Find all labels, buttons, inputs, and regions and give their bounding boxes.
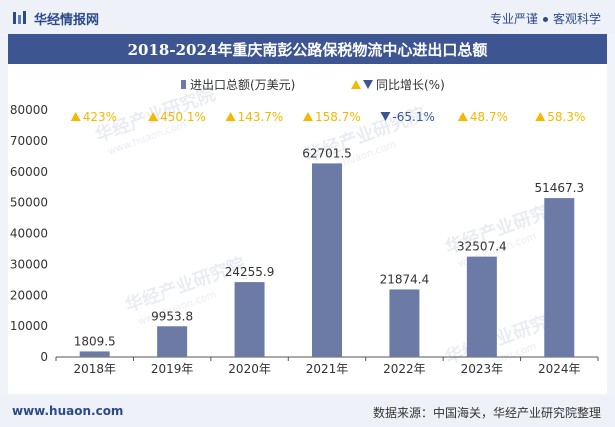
legend-growth-label: 同比增长(%) xyxy=(376,78,445,92)
x-tick-label: 2024年 xyxy=(538,362,581,376)
chart-panel: 华经产业研究院 www.huaon.com 华经产业研究院 www.huaon.com… xyxy=(8,64,607,394)
growth-value-label: 143.7% xyxy=(238,110,284,124)
tagline-right: 客观科学 xyxy=(552,12,601,26)
x-tick-label: 2019年 xyxy=(151,362,194,376)
bar xyxy=(544,198,575,357)
footer-source: 数据来源：中国海关，华经产业研究院整理 xyxy=(372,406,601,420)
bar-value-label: 32507.4 xyxy=(457,240,507,254)
y-tick-label: 60000 xyxy=(10,165,48,179)
logo-icon xyxy=(13,11,26,24)
bar xyxy=(234,282,265,357)
footer-url: www.huaon.com xyxy=(12,404,124,418)
bar xyxy=(466,256,497,357)
bar-value-label: 51467.3 xyxy=(534,181,584,195)
growth-up-triangle-icon xyxy=(148,112,159,121)
growth-value-label: 58.3% xyxy=(547,110,585,124)
growth-up-triangle-icon xyxy=(457,112,468,121)
separator-dot-icon xyxy=(542,17,548,22)
bar-value-label: 1809.5 xyxy=(74,334,116,348)
growth-up-triangle-icon xyxy=(303,112,313,121)
growth-value-label: 423% xyxy=(83,110,117,124)
y-tick-label: 50000 xyxy=(10,196,48,210)
bar xyxy=(79,351,110,357)
footer: www.huaon.com 数据来源：中国海关，华经产业研究院整理 xyxy=(0,396,615,427)
growth-up-triangle-icon xyxy=(535,112,546,121)
x-tick-label: 2018年 xyxy=(73,362,116,376)
bar-value-label: 21874.4 xyxy=(380,272,430,286)
y-tick-label: 30000 xyxy=(10,257,48,271)
legend-up-triangle-icon xyxy=(351,80,361,89)
y-tick-label: 20000 xyxy=(10,288,48,302)
x-tick-label: 2022年 xyxy=(383,362,426,376)
growth-down-triangle-icon xyxy=(380,112,391,121)
x-tick-label: 2023年 xyxy=(461,362,504,376)
bar-value-label: 9953.8 xyxy=(151,309,193,323)
bar xyxy=(389,289,420,357)
y-tick-label: 0 xyxy=(40,350,48,364)
tagline-left: 专业严谨 xyxy=(489,12,538,26)
y-tick-label: 40000 xyxy=(10,227,48,241)
y-tick-label: 10000 xyxy=(10,319,48,333)
brand: 华经情报网 xyxy=(12,9,100,28)
growth-value-label: 158.7% xyxy=(315,110,361,124)
growth-up-triangle-icon xyxy=(70,112,81,121)
y-tick-label: 80000 xyxy=(10,103,48,117)
legend-down-triangle-icon xyxy=(363,80,373,89)
growth-value-label: 450.1% xyxy=(160,110,206,124)
growth-up-triangle-icon xyxy=(225,112,236,121)
top-bar: 华经情报网 专业严谨 客观科学 xyxy=(0,0,615,34)
growth-value-label: -65.1% xyxy=(392,110,434,124)
bar-value-label: 62701.5 xyxy=(302,146,352,160)
bar xyxy=(157,326,188,357)
bar xyxy=(312,163,342,357)
chart-title: 2018-2024年重庆南彭公路保税物流中心进出口总额 xyxy=(8,34,607,64)
legend-bar-swatch xyxy=(181,80,186,89)
tagline: 专业严谨 客观科学 xyxy=(490,10,601,27)
bar-value-label: 24255.9 xyxy=(225,265,275,279)
x-tick-label: 2021年 xyxy=(306,362,349,376)
y-tick-label: 70000 xyxy=(10,134,48,148)
growth-value-label: 48.7% xyxy=(470,110,508,124)
legend-bar-label: 进出口总额(万美元) xyxy=(190,78,295,92)
x-tick-label: 2020年 xyxy=(228,362,271,376)
brand-name: 华经情报网 xyxy=(34,12,100,28)
